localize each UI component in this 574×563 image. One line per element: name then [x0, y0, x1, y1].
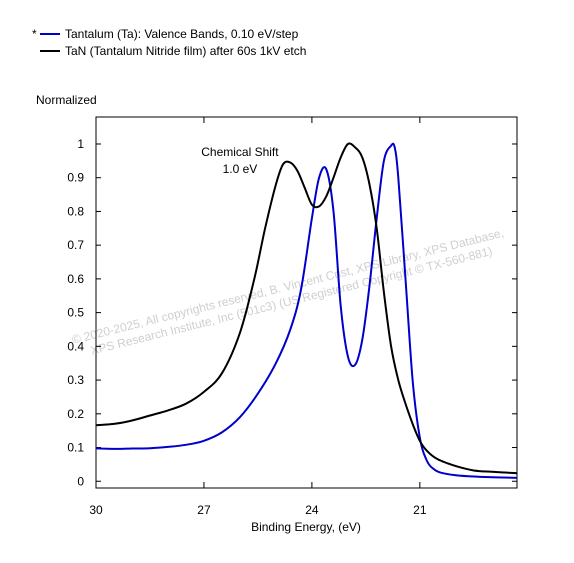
y-tick-label: 0: [77, 474, 84, 488]
legend-label-2: TaN (Tantalum Nitride film) after 60s 1k…: [65, 44, 306, 58]
y-tick-label: 1: [77, 137, 84, 151]
plot-frame: [95, 116, 518, 489]
y-tick-label: 0.8: [67, 204, 84, 218]
x-axis-label: Binding Energy, (eV): [251, 520, 361, 534]
legend-marker: *: [32, 27, 37, 41]
x-tick-label: 24: [305, 503, 319, 517]
annotation-text: 1.0 eV: [223, 162, 258, 176]
watermark: © 2020-2025, All copyrights reserved, B.…: [70, 226, 505, 358]
legend-label-1: Tantalum (Ta): Valence Bands, 0.10 eV/st…: [65, 27, 299, 41]
x-tick-label: 27: [197, 503, 211, 517]
y-axis-label: Normalized: [36, 93, 97, 107]
y-tick-label: 0.4: [67, 339, 84, 353]
y-tick-label: 0.2: [67, 407, 84, 421]
axis-ticks: 0 0.1 0.2 0.3 0.4 0.5 0.6 0.7 0.8 0.9 1 30 27 24 21: [67, 117, 517, 517]
watermark-line: © 2020-2025, All copyrights reserved, B.…: [70, 226, 505, 347]
watermark-group: © 2020-2025, All copyrights reserved, B.…: [70, 226, 505, 358]
y-tick-label: 0.1: [67, 441, 84, 455]
x-tick-label: 30: [89, 503, 103, 517]
x-tick-label: 21: [413, 503, 427, 517]
y-tick-label: 0.7: [67, 238, 84, 252]
series-line-2: [96, 142, 517, 475]
series-lines: [96, 142, 517, 479]
series-line-1: [96, 142, 517, 479]
y-tick-label: 0.9: [67, 171, 84, 185]
y-tick-label: 0.5: [67, 306, 84, 320]
y-tick-label: 0.6: [67, 272, 84, 286]
annotation-text: Chemical Shift: [201, 145, 279, 159]
y-tick-label: 0.3: [67, 373, 84, 387]
annotations: Chemical Shift 1.0 eV: [201, 145, 279, 176]
watermark-line: XPS Research Institute, Inc (501c3) (US …: [89, 244, 494, 358]
legend: * Tantalum (Ta): Valence Bands, 0.10 eV/…: [32, 27, 306, 58]
